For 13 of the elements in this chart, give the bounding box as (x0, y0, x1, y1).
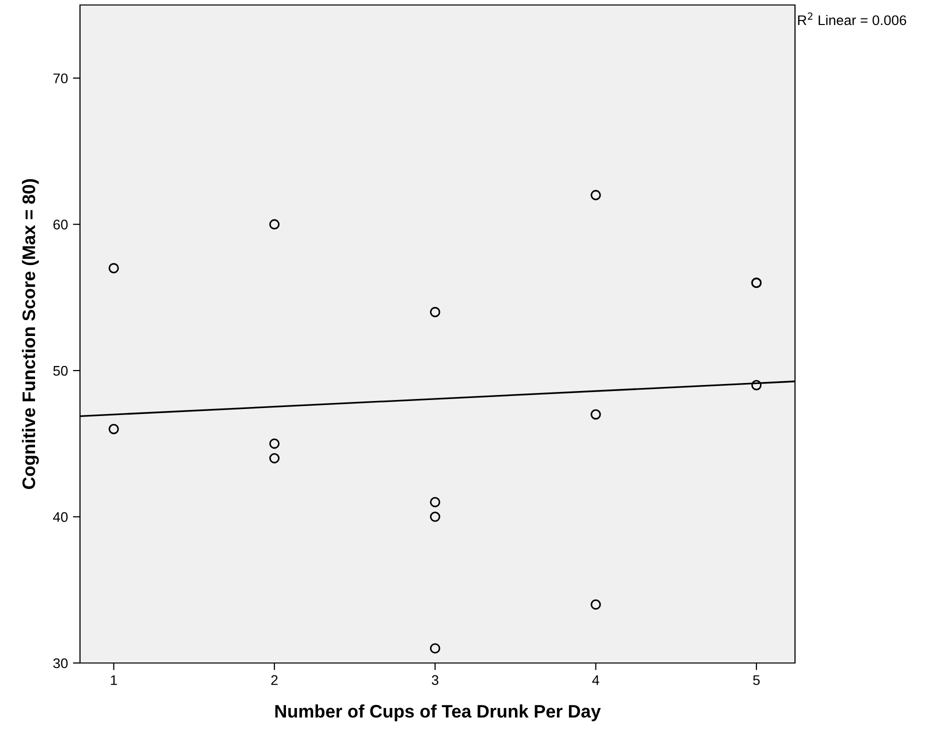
x-tick-label: 5 (753, 675, 760, 686)
y-tick-label: 50 (53, 366, 68, 376)
x-tick-label: 4 (592, 675, 600, 685)
x-axis-title: Number of Cups of Tea Drunk Per Day (275, 704, 601, 722)
x-tick-label: 1 (110, 675, 117, 685)
y-tick-label: 30 (53, 658, 68, 668)
x-tick-label: 3 (432, 675, 438, 686)
x-tick-label: 2 (271, 675, 278, 685)
y-tick-label: 40 (53, 512, 68, 522)
text: R$^{2}$ Linear = 0.006 (798, 12, 906, 26)
y-tick-label: 60 (53, 220, 68, 230)
y-axis-title: Cognitive Function Score (Max = 80) (22, 179, 39, 490)
y-tick-label: 70 (53, 73, 68, 84)
